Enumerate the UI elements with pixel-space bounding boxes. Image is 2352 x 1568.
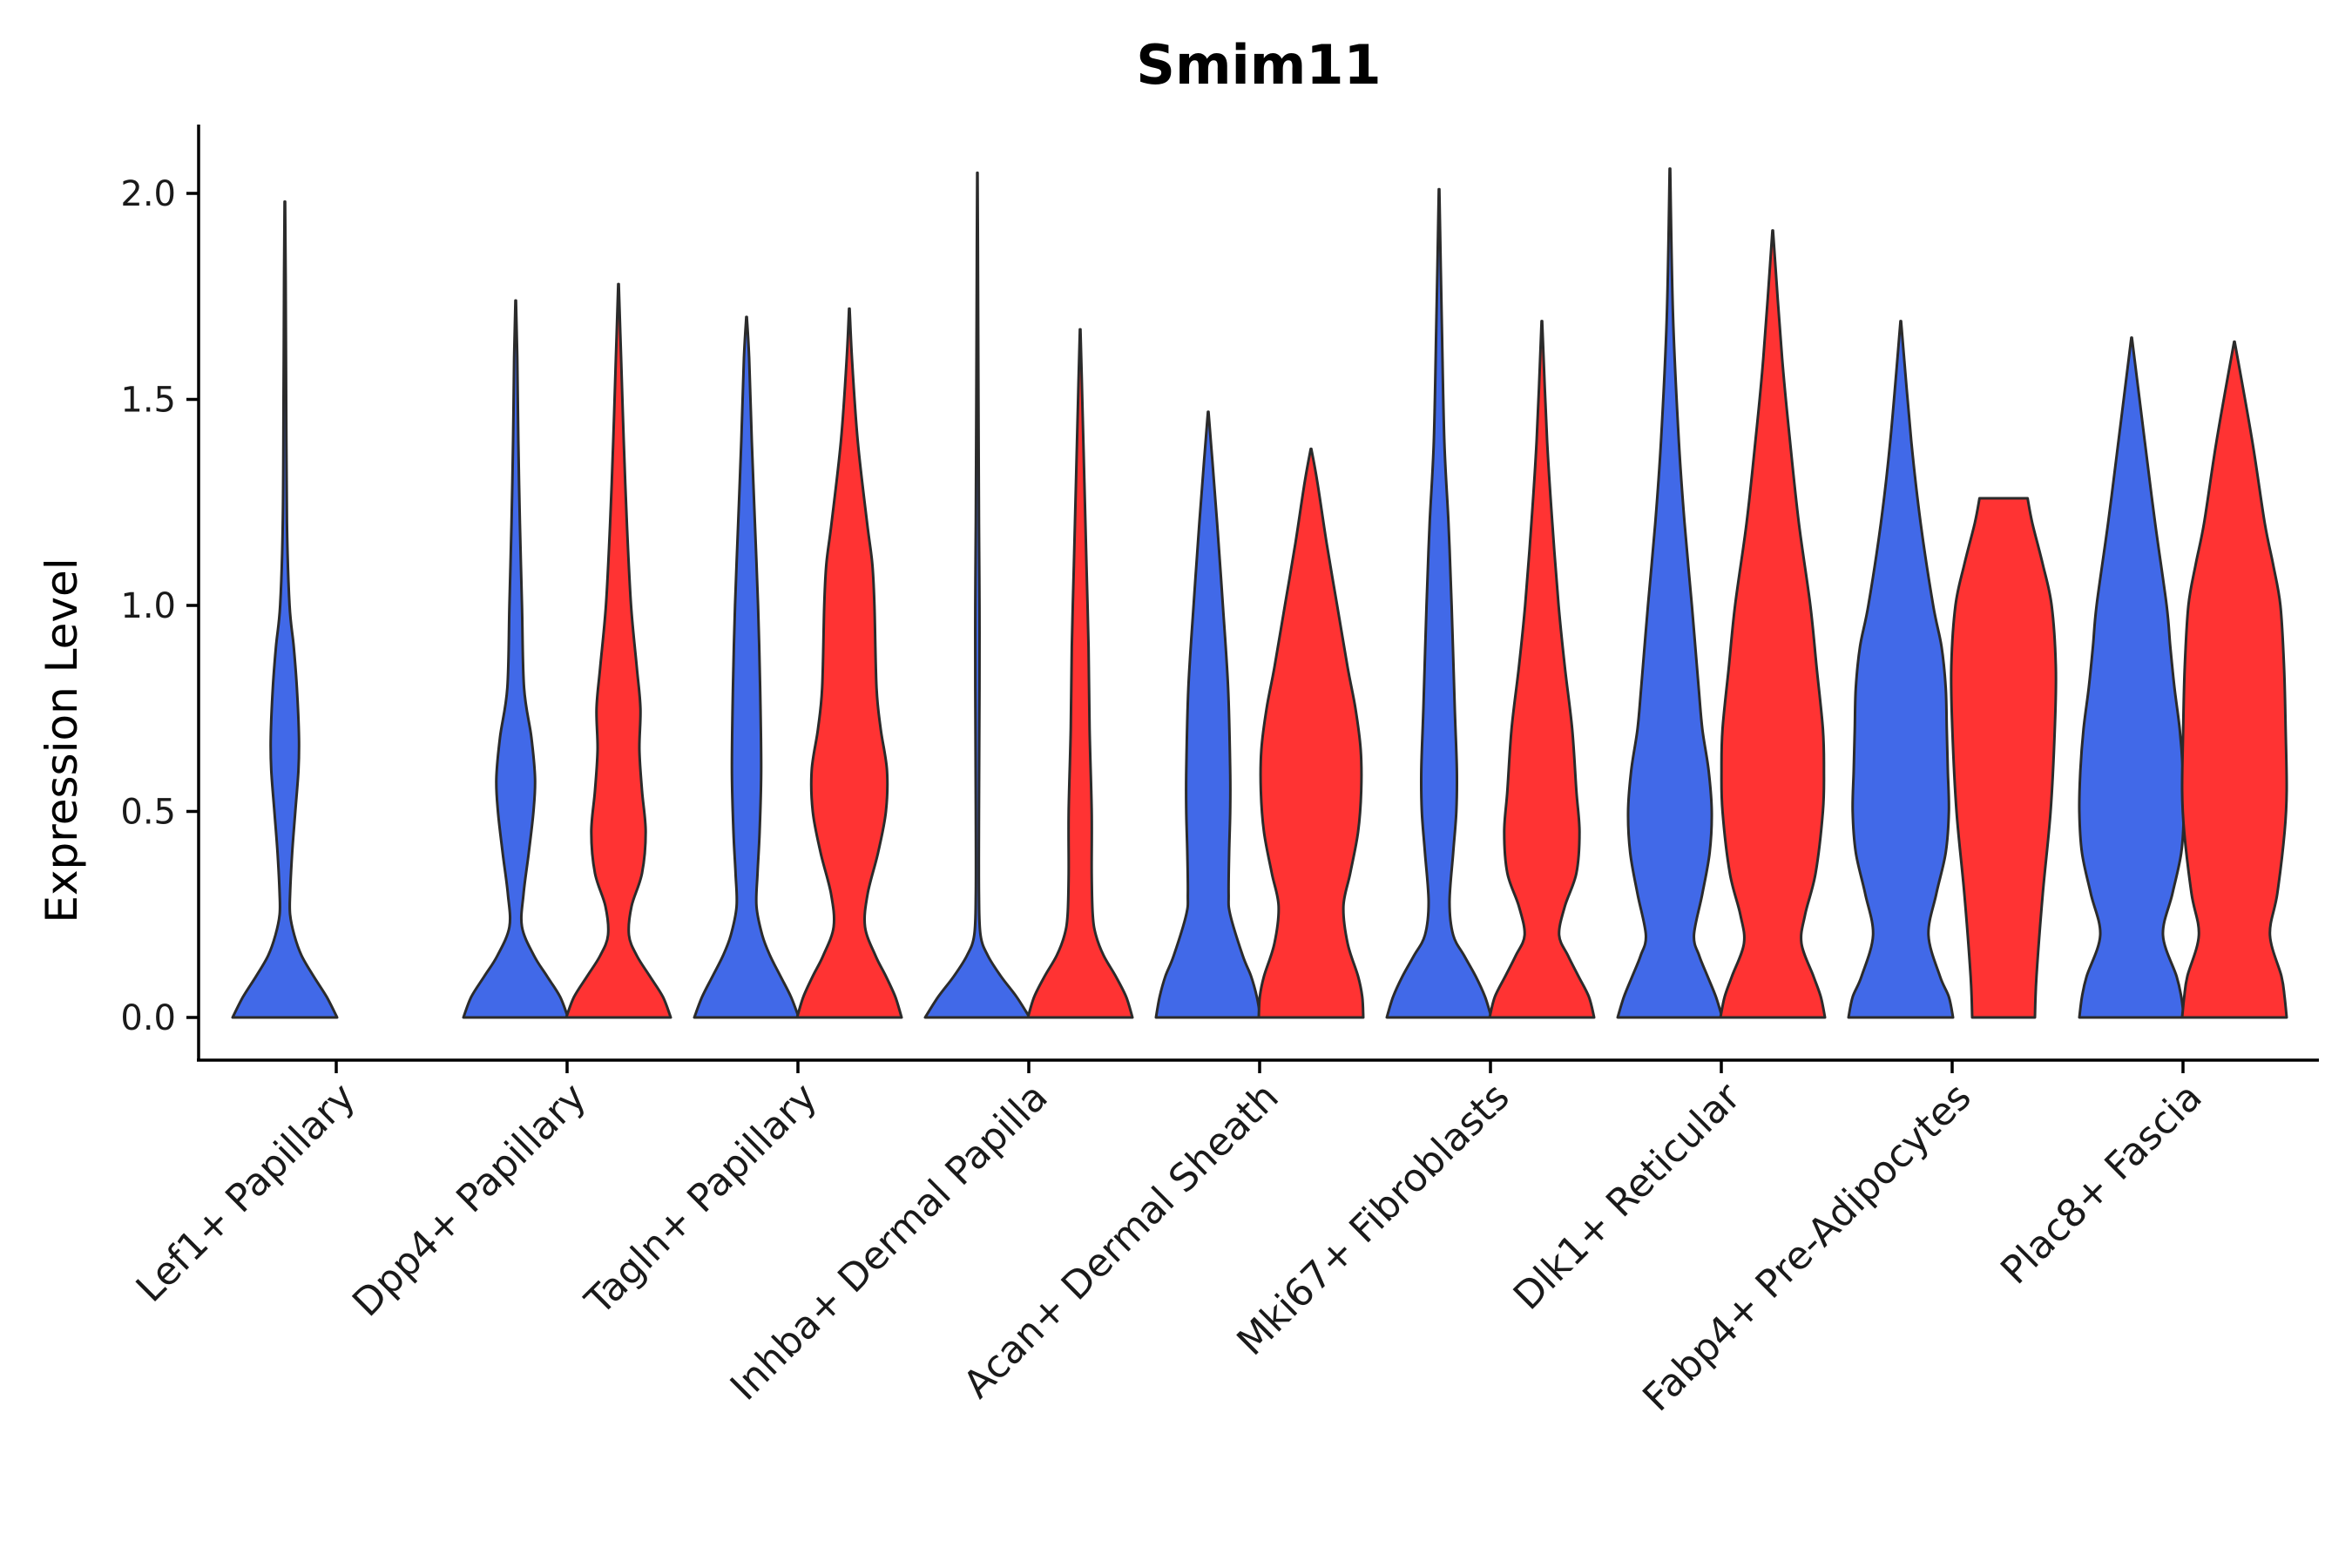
violin-fabp4-pre-adipocytes-group-1 bbox=[1847, 320, 1955, 1019]
violin-fabp4-pre-adipocytes-group-2 bbox=[1950, 497, 2058, 1019]
y-tick-label: 2.0 bbox=[120, 174, 176, 214]
chart-title: Smim11 bbox=[1136, 33, 1381, 97]
violin-dpp4-papillary-group-1 bbox=[462, 299, 570, 1019]
violin-dlk1-reticular-group-1 bbox=[1616, 167, 1724, 1019]
violin-lef1-papillary-group-1 bbox=[231, 200, 339, 1019]
y-tick-label: 0.5 bbox=[120, 793, 176, 833]
violin-inhba-dermal-papilla-group-2 bbox=[1026, 328, 1134, 1019]
violin-inhba-dermal-papilla-group-1 bbox=[923, 171, 1031, 1019]
violin-dpp4-papillary-group-2 bbox=[564, 282, 672, 1019]
violin-acan-dermal-sheath-group-1 bbox=[1154, 410, 1262, 1019]
plot-area bbox=[231, 167, 2288, 1019]
y-tick-label: 1.0 bbox=[120, 586, 176, 626]
violin-dlk1-reticular-group-2 bbox=[1719, 229, 1827, 1019]
violin-tagln-papillary-group-2 bbox=[795, 307, 903, 1019]
violin-mki67-fibroblasts-group-2 bbox=[1488, 320, 1596, 1019]
violin-plac8-fascia-group-2 bbox=[2180, 340, 2288, 1019]
violin-plac8-fascia-group-1 bbox=[2078, 336, 2186, 1019]
violin-mki67-fibroblasts-group-1 bbox=[1385, 187, 1493, 1019]
violin-acan-dermal-sheath-group-2 bbox=[1257, 447, 1365, 1019]
y-tick-label: 0.0 bbox=[120, 998, 176, 1038]
y-axis-ticks: 0.0 0.5 1.0 1.5 2.0 bbox=[120, 174, 199, 1038]
y-axis-label: Expression Level bbox=[37, 558, 87, 923]
violin-tagln-papillary-group-1 bbox=[693, 315, 801, 1019]
y-tick-label: 1.5 bbox=[120, 381, 176, 421]
